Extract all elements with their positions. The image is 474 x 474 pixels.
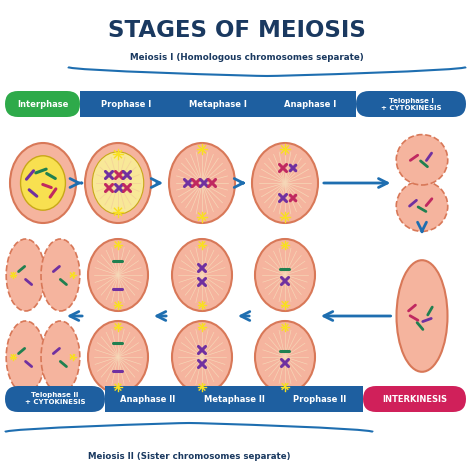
Text: Anaphase II: Anaphase II — [120, 394, 176, 403]
Bar — [172, 91, 264, 117]
Bar — [277, 386, 363, 412]
Ellipse shape — [6, 239, 45, 311]
Ellipse shape — [41, 239, 80, 311]
Ellipse shape — [92, 152, 144, 214]
FancyBboxPatch shape — [356, 91, 466, 117]
Text: Telophase I
+ CYTOKINESIS: Telophase I + CYTOKINESIS — [381, 98, 441, 110]
Ellipse shape — [20, 156, 65, 210]
Ellipse shape — [6, 321, 45, 393]
Ellipse shape — [255, 321, 315, 393]
Bar — [191, 386, 277, 412]
Ellipse shape — [88, 239, 148, 311]
Bar — [105, 386, 191, 412]
Text: Prophase II: Prophase II — [293, 394, 346, 403]
Text: Meiosis I (Homologous chromosomes separate): Meiosis I (Homologous chromosomes separa… — [130, 53, 364, 62]
Text: Interphase: Interphase — [17, 100, 68, 109]
Text: Metaphase II: Metaphase II — [203, 394, 264, 403]
Text: Telophase II
+ CYTOKINESIS: Telophase II + CYTOKINESIS — [25, 392, 85, 405]
Text: STAGES OF MEIOSIS: STAGES OF MEIOSIS — [108, 18, 366, 42]
Ellipse shape — [396, 181, 448, 231]
Ellipse shape — [396, 260, 447, 372]
FancyBboxPatch shape — [5, 386, 105, 412]
Ellipse shape — [88, 321, 148, 393]
FancyBboxPatch shape — [363, 386, 466, 412]
FancyBboxPatch shape — [5, 91, 80, 117]
Ellipse shape — [41, 321, 80, 393]
Ellipse shape — [10, 143, 76, 223]
Ellipse shape — [85, 143, 151, 223]
Text: Meiosis II (Sister chromosomes separate): Meiosis II (Sister chromosomes separate) — [88, 452, 290, 461]
Ellipse shape — [172, 239, 232, 311]
Text: Metaphase I: Metaphase I — [189, 100, 247, 109]
Ellipse shape — [396, 135, 448, 185]
Text: INTERKINESIS: INTERKINESIS — [382, 394, 447, 403]
Text: Prophase I: Prophase I — [101, 100, 151, 109]
Text: Anaphase I: Anaphase I — [284, 100, 336, 109]
Ellipse shape — [252, 143, 318, 223]
Ellipse shape — [255, 239, 315, 311]
Ellipse shape — [172, 321, 232, 393]
Bar — [80, 91, 172, 117]
Bar — [264, 91, 356, 117]
Ellipse shape — [169, 143, 235, 223]
